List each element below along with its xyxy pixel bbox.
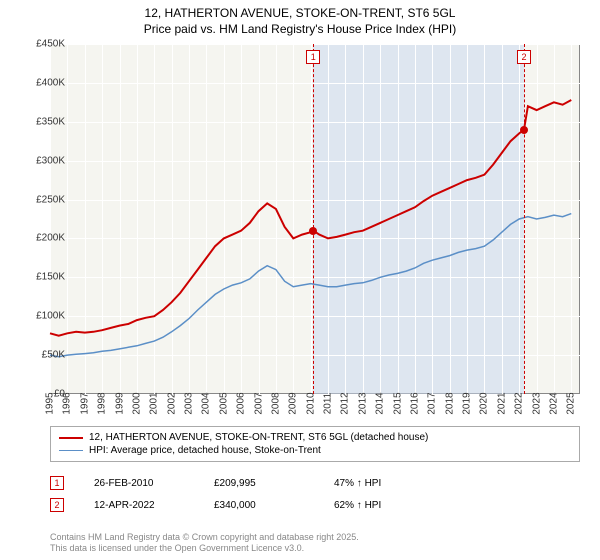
legend: 12, HATHERTON AVENUE, STOKE-ON-TRENT, ST… bbox=[50, 426, 580, 462]
sale-price: £340,000 bbox=[214, 500, 304, 511]
sale-date: 26-FEB-2010 bbox=[94, 478, 184, 489]
sales-table: 1 26-FEB-2010 £209,995 47% ↑ HPI 2 12-AP… bbox=[50, 472, 424, 516]
attribution-line: This data is licensed under the Open Gov… bbox=[50, 543, 359, 554]
legend-label: 12, HATHERTON AVENUE, STOKE-ON-TRENT, ST… bbox=[89, 432, 428, 443]
attribution-line: Contains HM Land Registry data © Crown c… bbox=[50, 532, 359, 543]
title-line-2: Price paid vs. HM Land Registry's House … bbox=[0, 22, 600, 38]
legend-swatch bbox=[59, 437, 83, 439]
legend-item: 12, HATHERTON AVENUE, STOKE-ON-TRENT, ST… bbox=[59, 431, 571, 444]
chart-container: 12, HATHERTON AVENUE, STOKE-ON-TRENT, ST… bbox=[0, 0, 600, 560]
title-line-1: 12, HATHERTON AVENUE, STOKE-ON-TRENT, ST… bbox=[0, 6, 600, 22]
table-row: 2 12-APR-2022 £340,000 62% ↑ HPI bbox=[50, 494, 424, 516]
legend-label: HPI: Average price, detached house, Stok… bbox=[89, 445, 321, 456]
row-marker: 2 bbox=[50, 498, 64, 512]
sale-delta: 62% ↑ HPI bbox=[334, 500, 424, 511]
attribution: Contains HM Land Registry data © Crown c… bbox=[50, 532, 359, 554]
legend-item: HPI: Average price, detached house, Stok… bbox=[59, 444, 571, 457]
sale-price: £209,995 bbox=[214, 478, 304, 489]
line-series bbox=[50, 44, 580, 394]
legend-swatch bbox=[59, 450, 83, 452]
sale-delta: 47% ↑ HPI bbox=[334, 478, 424, 489]
plot-area: 12 bbox=[50, 44, 580, 394]
row-marker: 1 bbox=[50, 476, 64, 490]
sale-date: 12-APR-2022 bbox=[94, 500, 184, 511]
chart-title: 12, HATHERTON AVENUE, STOKE-ON-TRENT, ST… bbox=[0, 0, 600, 37]
table-row: 1 26-FEB-2010 £209,995 47% ↑ HPI bbox=[50, 472, 424, 494]
